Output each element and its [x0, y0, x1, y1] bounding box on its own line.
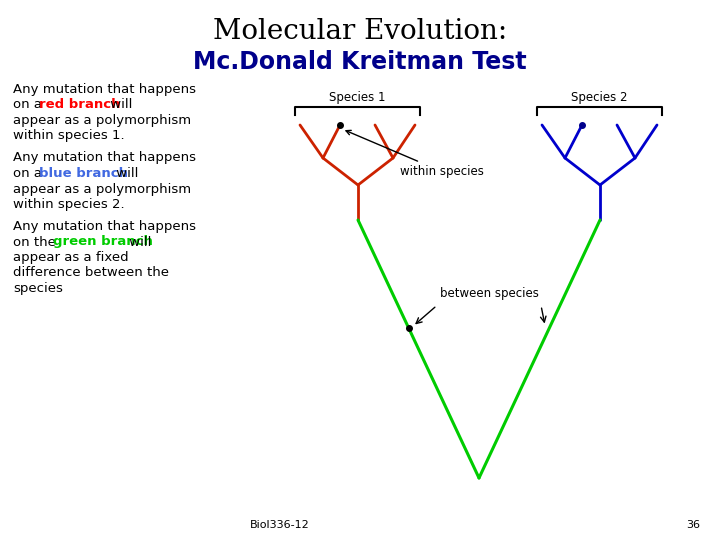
- Text: Mc.Donald Kreitman Test: Mc.Donald Kreitman Test: [193, 50, 527, 74]
- Text: Biol336-12: Biol336-12: [250, 520, 310, 530]
- Text: Species 1: Species 1: [329, 91, 386, 104]
- Text: appear as a polymorphism: appear as a polymorphism: [13, 183, 191, 195]
- Text: will: will: [112, 167, 138, 180]
- Text: appear as a fixed: appear as a fixed: [13, 251, 129, 264]
- Text: Any mutation that happens: Any mutation that happens: [13, 83, 196, 96]
- Text: blue branch: blue branch: [39, 167, 128, 180]
- Text: species: species: [13, 282, 63, 295]
- Text: Any mutation that happens: Any mutation that happens: [13, 152, 196, 165]
- Text: will: will: [125, 235, 151, 248]
- Text: Species 2: Species 2: [571, 91, 628, 104]
- Text: on the: on the: [13, 235, 60, 248]
- Text: within species 1.: within species 1.: [13, 130, 125, 143]
- Text: on a: on a: [13, 98, 46, 111]
- Text: Any mutation that happens: Any mutation that happens: [13, 220, 196, 233]
- Text: within species 2.: within species 2.: [13, 198, 125, 211]
- Text: difference between the: difference between the: [13, 267, 169, 280]
- Text: will: will: [106, 98, 132, 111]
- Text: red branch: red branch: [39, 98, 120, 111]
- Text: within species: within species: [346, 130, 484, 178]
- Text: Molecular Evolution:: Molecular Evolution:: [213, 18, 507, 45]
- Text: on a: on a: [13, 167, 46, 180]
- Text: appear as a polymorphism: appear as a polymorphism: [13, 114, 191, 127]
- Text: green branch: green branch: [53, 235, 153, 248]
- Text: 36: 36: [686, 520, 700, 530]
- Text: between species: between species: [440, 287, 539, 300]
